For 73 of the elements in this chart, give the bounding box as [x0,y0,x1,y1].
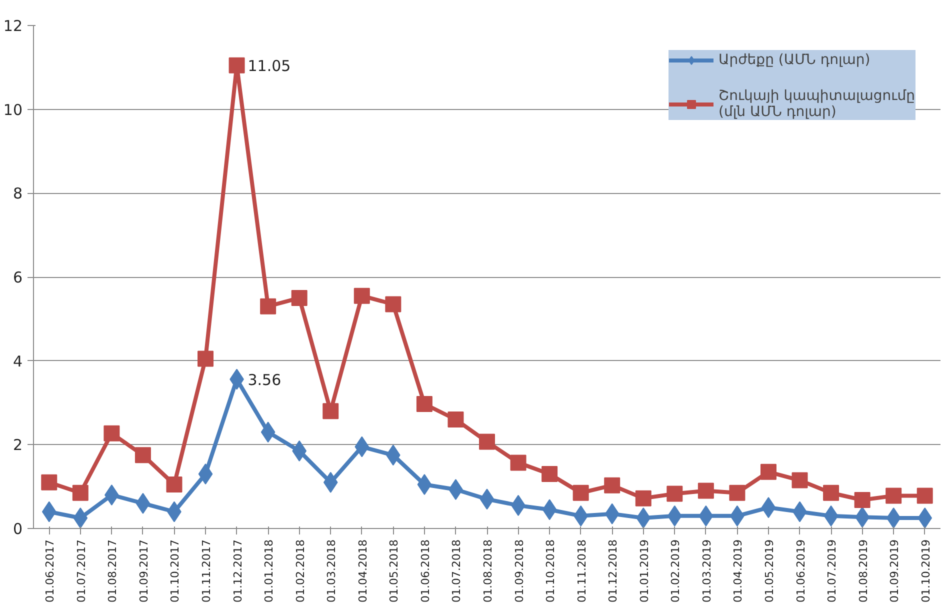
x-tick-label: 01.12.2018 [606,539,620,602]
legend-label: Արժեքը (ԱՄՆ դոլար) [718,52,870,68]
x-tick-label: 01.04.2018 [356,539,370,602]
x-tick-label: 01.11.2017 [200,539,214,602]
x-tick-label: 01.08.2017 [106,539,120,602]
x-tick-label: 01.01.2018 [262,539,276,602]
point [72,484,88,501]
legend-label: Շուկայի կապիտալացումը (մլն ԱՄՆ դոլար) [718,88,915,120]
x-tick-label: 01.07.2018 [450,539,464,602]
point [916,488,933,504]
point [760,464,776,480]
x-tick-label: 01.04.2019 [732,539,745,602]
x-tick-label: 01.08.2019 [856,539,870,602]
x-tick-label: 01.05.2019 [762,539,776,602]
point [823,484,840,501]
point [510,454,526,471]
point [886,488,902,504]
y-tick-label: 4 [12,352,23,370]
point [886,508,901,528]
x-tick-label: 01.06.2017 [44,539,57,602]
point [479,434,495,450]
y-tick-label: 12 [3,17,23,35]
point [104,425,120,442]
point [542,466,558,482]
point [260,298,276,314]
point [354,288,370,304]
y-tick-label: 0 [12,520,23,538]
annotation: 11.05 [248,56,291,75]
point [604,477,620,494]
x-tick-label: 01.10.2019 [919,539,932,602]
point [666,486,683,502]
point [792,472,808,488]
point [729,484,746,501]
point [322,403,339,420]
x-tick-label: 01.10.2017 [168,539,182,602]
x-tick-label: 01.09.2017 [137,539,150,602]
point [385,296,402,312]
x-tick-label: 01.10.2018 [544,539,558,602]
x-tick-label: 01.12.2017 [231,539,244,602]
point [73,508,88,528]
x-tick-label: 01.02.2019 [669,539,682,602]
y-tick-label: 8 [12,184,23,203]
point [291,290,308,306]
point [918,508,932,528]
x-tick-label: 01.08.2018 [482,539,494,602]
x-tick-label: 01.01.2019 [638,539,651,602]
x-tick-label: 01.02.2018 [294,539,307,602]
y-tick-label: 2 [12,436,23,454]
x-tick-label: 01.06.2018 [418,539,432,602]
point [166,476,182,492]
point [698,482,714,499]
point [635,490,652,506]
x-tick-label: 01.09.2019 [888,539,902,602]
point [228,57,245,74]
x-tick-label: 01.05.2018 [388,539,401,602]
point [572,484,589,501]
point [416,396,432,412]
point [448,412,464,428]
point [198,350,214,367]
x-tick-label: 01.06.2019 [794,539,808,602]
x-tick-label: 01.03.2018 [325,539,338,602]
point [854,492,870,508]
x-tick-label: 01.07.2019 [826,539,839,602]
x-tick-label: 01.11.2018 [575,539,588,602]
x-tick-label: 01.07.2017 [74,539,88,602]
y-tick-label: 6 [12,268,23,286]
point [134,447,151,464]
y-tick-label: 10 [3,100,23,119]
point [636,508,651,528]
point [41,474,58,490]
annotation: 3.56 [248,370,282,389]
x-tick-label: 01.09.2018 [512,539,526,602]
x-tick-label: 01.03.2019 [700,539,714,602]
